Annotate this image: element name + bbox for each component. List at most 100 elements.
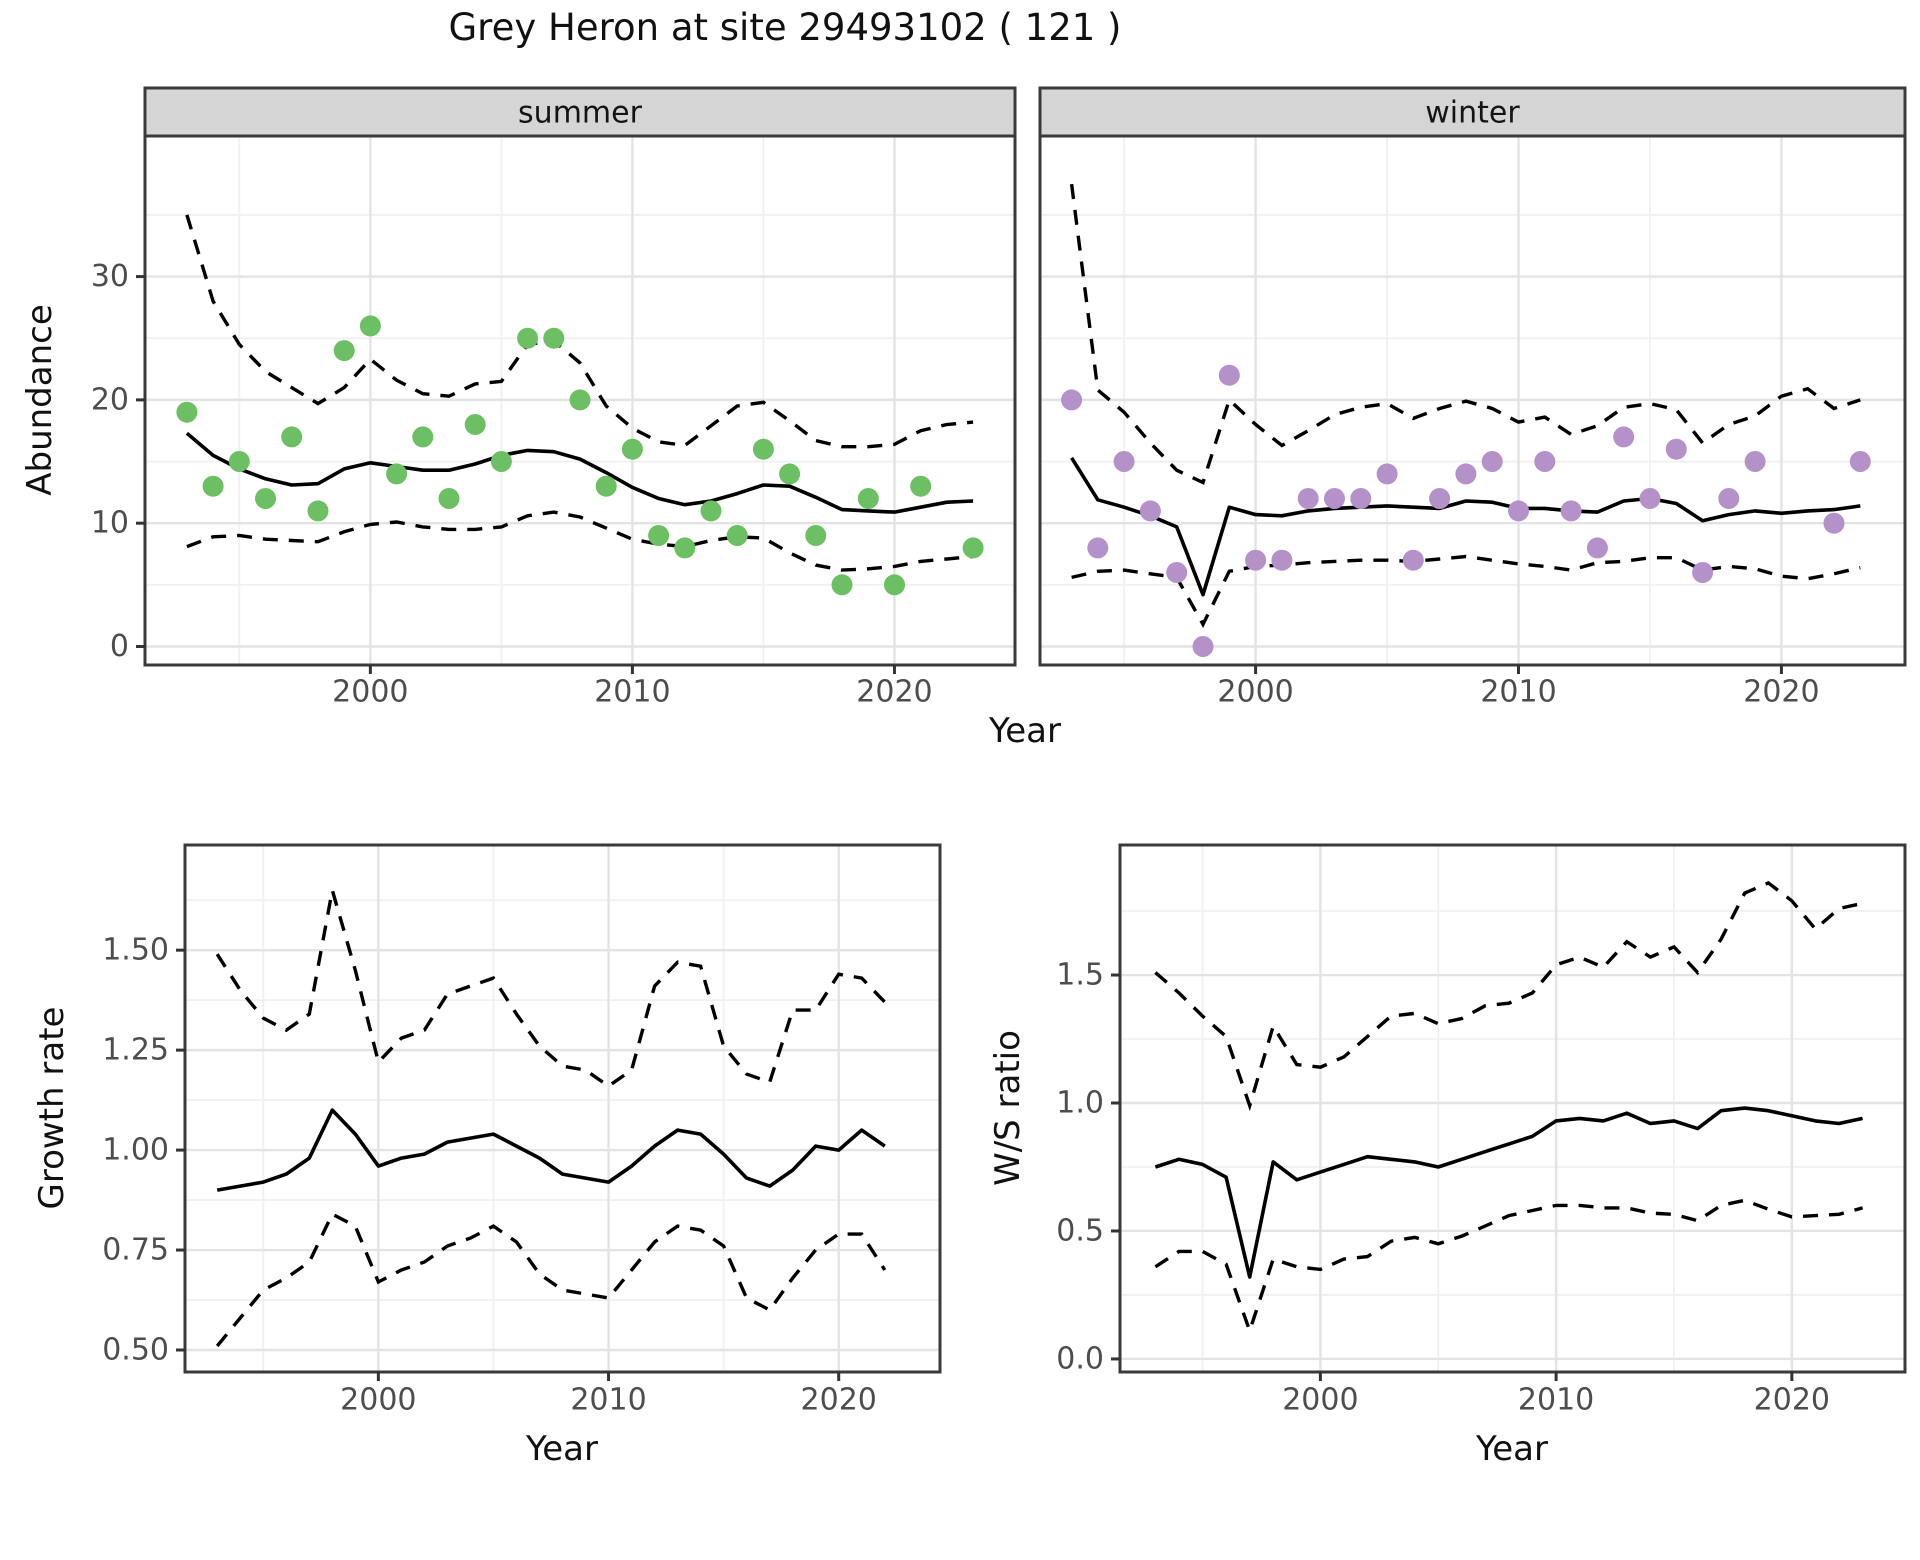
data-point <box>464 414 486 435</box>
lower-ci-line <box>1154 1198 1864 1337</box>
upper-ci-line <box>185 214 974 449</box>
data-point <box>1692 562 1714 583</box>
data-point <box>438 488 460 509</box>
data-point <box>490 451 512 472</box>
data-point <box>1139 500 1161 522</box>
y-tick-label: 1.00 <box>102 1133 169 1168</box>
trend-line <box>1070 456 1861 597</box>
data-point <box>1849 451 1871 472</box>
data-point <box>1481 451 1503 472</box>
data-point <box>621 438 643 460</box>
facet-strip-label: summer <box>518 96 643 131</box>
y-tick-label: 10 <box>91 506 129 541</box>
data-point <box>1613 426 1635 448</box>
panel-abundance_summer: 2000 2010 2020 0 10 20 30 summer <box>91 86 1017 710</box>
panel-ws_ratio: 2000 2010 2020 0.0 0.5 1.0 1.5 <box>1056 843 1907 1418</box>
x-tick-label: 2000 <box>332 675 408 710</box>
lower-ci-line <box>1071 554 1861 628</box>
data-point <box>359 315 381 337</box>
data-point <box>1455 463 1477 485</box>
facet-strip-label: winter <box>1425 96 1520 131</box>
data-point <box>1271 549 1293 571</box>
data-point <box>1087 537 1109 559</box>
y-tick-label: 30 <box>91 259 129 294</box>
x-tick-label: 2020 <box>856 675 932 710</box>
panel-background <box>1120 845 1905 1372</box>
data-point <box>517 327 539 349</box>
x-axis-title-year-growth: Year <box>526 1429 598 1469</box>
x-axis-title-year-top: Year <box>989 711 1061 751</box>
data-point <box>831 574 853 596</box>
y-tick-label: 0.0 <box>1056 1341 1104 1376</box>
data-point <box>1297 488 1319 509</box>
panel-abundance_winter: 2000 2010 2020 winter <box>1038 86 1907 710</box>
data-point <box>700 500 722 522</box>
data-point <box>1534 451 1556 472</box>
data-point <box>543 327 565 349</box>
data-point <box>779 463 801 485</box>
data-point <box>1350 488 1372 509</box>
data-point <box>857 488 879 509</box>
x-tick-label: 2020 <box>801 1383 877 1418</box>
y-tick-label: 0.5 <box>1056 1213 1104 1248</box>
data-point <box>674 537 696 559</box>
panel-border <box>183 843 942 1374</box>
upper-ci-line <box>1154 880 1863 1112</box>
panel-background <box>185 845 940 1372</box>
data-point <box>176 401 198 423</box>
upper-ci-line <box>1069 183 1861 485</box>
data-point <box>412 426 434 448</box>
x-tick-label: 2020 <box>1754 1383 1830 1418</box>
data-point <box>1718 488 1740 509</box>
data-point <box>1508 500 1529 522</box>
trend-line <box>185 431 974 514</box>
data-point <box>1166 562 1188 583</box>
chart-title: Grey Heron at site 29493102 ( 121 ) <box>448 6 1122 49</box>
trend-line <box>216 1108 886 1192</box>
x-tick-label: 2000 <box>340 1383 416 1418</box>
data-point <box>569 389 591 411</box>
x-tick-label: 2000 <box>1217 675 1293 710</box>
y-tick-label: 1.0 <box>1056 1085 1104 1120</box>
x-tick-label: 2020 <box>1743 675 1819 710</box>
data-point <box>1061 389 1083 411</box>
data-point <box>726 525 748 546</box>
x-tick-label: 2010 <box>594 675 670 710</box>
data-point <box>884 574 905 596</box>
y-tick-label: 0 <box>110 629 129 664</box>
y-tick-label: 0.50 <box>102 1333 169 1368</box>
y-tick-label: 1.25 <box>102 1033 169 1068</box>
data-point <box>805 525 827 546</box>
data-point <box>752 438 774 460</box>
y-tick-label: 0.75 <box>102 1233 169 1268</box>
data-point <box>1324 488 1345 509</box>
upper-ci-line <box>215 889 887 1089</box>
facet-strip <box>1038 86 1907 138</box>
x-tick-label: 2010 <box>570 1383 646 1418</box>
panel-growth_rate: 2000 2010 2020 0.50 0.75 1.00 1.25 1.50 <box>102 843 942 1418</box>
x-axis-title-year-ws: Year <box>1476 1429 1548 1469</box>
data-point <box>595 475 617 497</box>
data-point <box>1560 500 1582 522</box>
x-tick-label: 2010 <box>1480 675 1556 710</box>
data-point <box>228 451 250 472</box>
data-point <box>1665 438 1687 460</box>
data-point <box>910 475 932 497</box>
data-point <box>1586 537 1608 559</box>
y-tick-label: 1.50 <box>102 933 169 968</box>
facet-strip <box>143 86 1017 138</box>
panel-border <box>1118 843 1907 1374</box>
data-point <box>1639 488 1661 509</box>
data-point <box>962 537 984 559</box>
lower-ci-line <box>215 1211 887 1348</box>
data-point <box>386 463 408 485</box>
data-point <box>648 525 670 546</box>
data-point <box>1744 451 1766 472</box>
data-point <box>1823 512 1845 534</box>
data-point <box>1402 549 1424 571</box>
data-point <box>281 426 303 448</box>
y-tick-label: 20 <box>91 382 129 417</box>
data-point <box>1113 451 1135 472</box>
